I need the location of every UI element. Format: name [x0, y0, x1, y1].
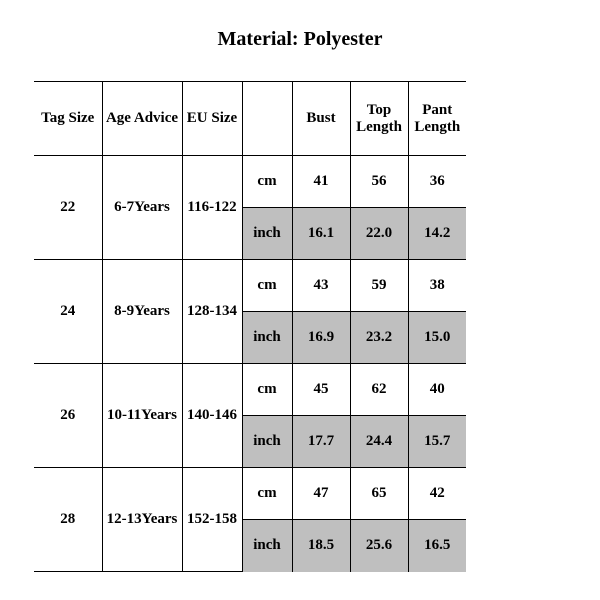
- cell-pant-cm: 40: [408, 364, 466, 416]
- cell-pant-inch: 15.0: [408, 312, 466, 364]
- cell-unit-inch: inch: [242, 416, 292, 468]
- table-row: 26 10-11Years 140-146 cm 45 62 40: [34, 364, 466, 416]
- cell-pant-cm: 36: [408, 156, 466, 208]
- cell-tag: 28: [34, 468, 102, 572]
- cell-unit-cm: cm: [242, 364, 292, 416]
- cell-bust-cm: 45: [292, 364, 350, 416]
- table-header-row: Tag Size Age Advice EU Size Bust Top Len…: [34, 82, 466, 156]
- cell-unit-cm: cm: [242, 260, 292, 312]
- cell-eu: 152-158: [182, 468, 242, 572]
- cell-top-cm: 59: [350, 260, 408, 312]
- cell-bust-cm: 47: [292, 468, 350, 520]
- table-row: 22 6-7Years 116-122 cm 41 56 36: [34, 156, 466, 208]
- cell-age: 8-9Years: [102, 260, 182, 364]
- col-top: Top Length: [350, 82, 408, 156]
- cell-bust-inch: 17.7: [292, 416, 350, 468]
- cell-top-inch: 22.0: [350, 208, 408, 260]
- cell-pant-inch: 14.2: [408, 208, 466, 260]
- col-unit: [242, 82, 292, 156]
- col-pant: Pant Length: [408, 82, 466, 156]
- cell-tag: 24: [34, 260, 102, 364]
- cell-tag: 26: [34, 364, 102, 468]
- table-row: 28 12-13Years 152-158 cm 47 65 42: [34, 468, 466, 520]
- page: Material: Polyester Tag Size Age Advice …: [0, 0, 600, 600]
- cell-eu: 140-146: [182, 364, 242, 468]
- cell-unit-inch: inch: [242, 520, 292, 572]
- col-tag: Tag Size: [34, 82, 102, 156]
- cell-eu: 116-122: [182, 156, 242, 260]
- table-row: 24 8-9Years 128-134 cm 43 59 38: [34, 260, 466, 312]
- cell-bust-inch: 16.9: [292, 312, 350, 364]
- col-age: Age Advice: [102, 82, 182, 156]
- cell-top-inch: 23.2: [350, 312, 408, 364]
- col-bust: Bust: [292, 82, 350, 156]
- cell-unit-cm: cm: [242, 468, 292, 520]
- cell-pant-inch: 15.7: [408, 416, 466, 468]
- cell-pant-cm: 42: [408, 468, 466, 520]
- cell-unit-inch: inch: [242, 208, 292, 260]
- size-table: Tag Size Age Advice EU Size Bust Top Len…: [34, 81, 466, 572]
- cell-pant-cm: 38: [408, 260, 466, 312]
- cell-tag: 22: [34, 156, 102, 260]
- col-eu: EU Size: [182, 82, 242, 156]
- cell-bust-cm: 41: [292, 156, 350, 208]
- cell-unit-inch: inch: [242, 312, 292, 364]
- cell-age: 6-7Years: [102, 156, 182, 260]
- cell-bust-cm: 43: [292, 260, 350, 312]
- cell-bust-inch: 16.1: [292, 208, 350, 260]
- cell-unit-cm: cm: [242, 156, 292, 208]
- cell-pant-inch: 16.5: [408, 520, 466, 572]
- table-body: 22 6-7Years 116-122 cm 41 56 36 inch 16.…: [34, 156, 466, 572]
- page-title: Material: Polyester: [0, 28, 600, 51]
- cell-top-cm: 56: [350, 156, 408, 208]
- cell-top-inch: 25.6: [350, 520, 408, 572]
- cell-age: 10-11Years: [102, 364, 182, 468]
- cell-top-cm: 62: [350, 364, 408, 416]
- cell-top-cm: 65: [350, 468, 408, 520]
- cell-age: 12-13Years: [102, 468, 182, 572]
- cell-eu: 128-134: [182, 260, 242, 364]
- cell-bust-inch: 18.5: [292, 520, 350, 572]
- cell-top-inch: 24.4: [350, 416, 408, 468]
